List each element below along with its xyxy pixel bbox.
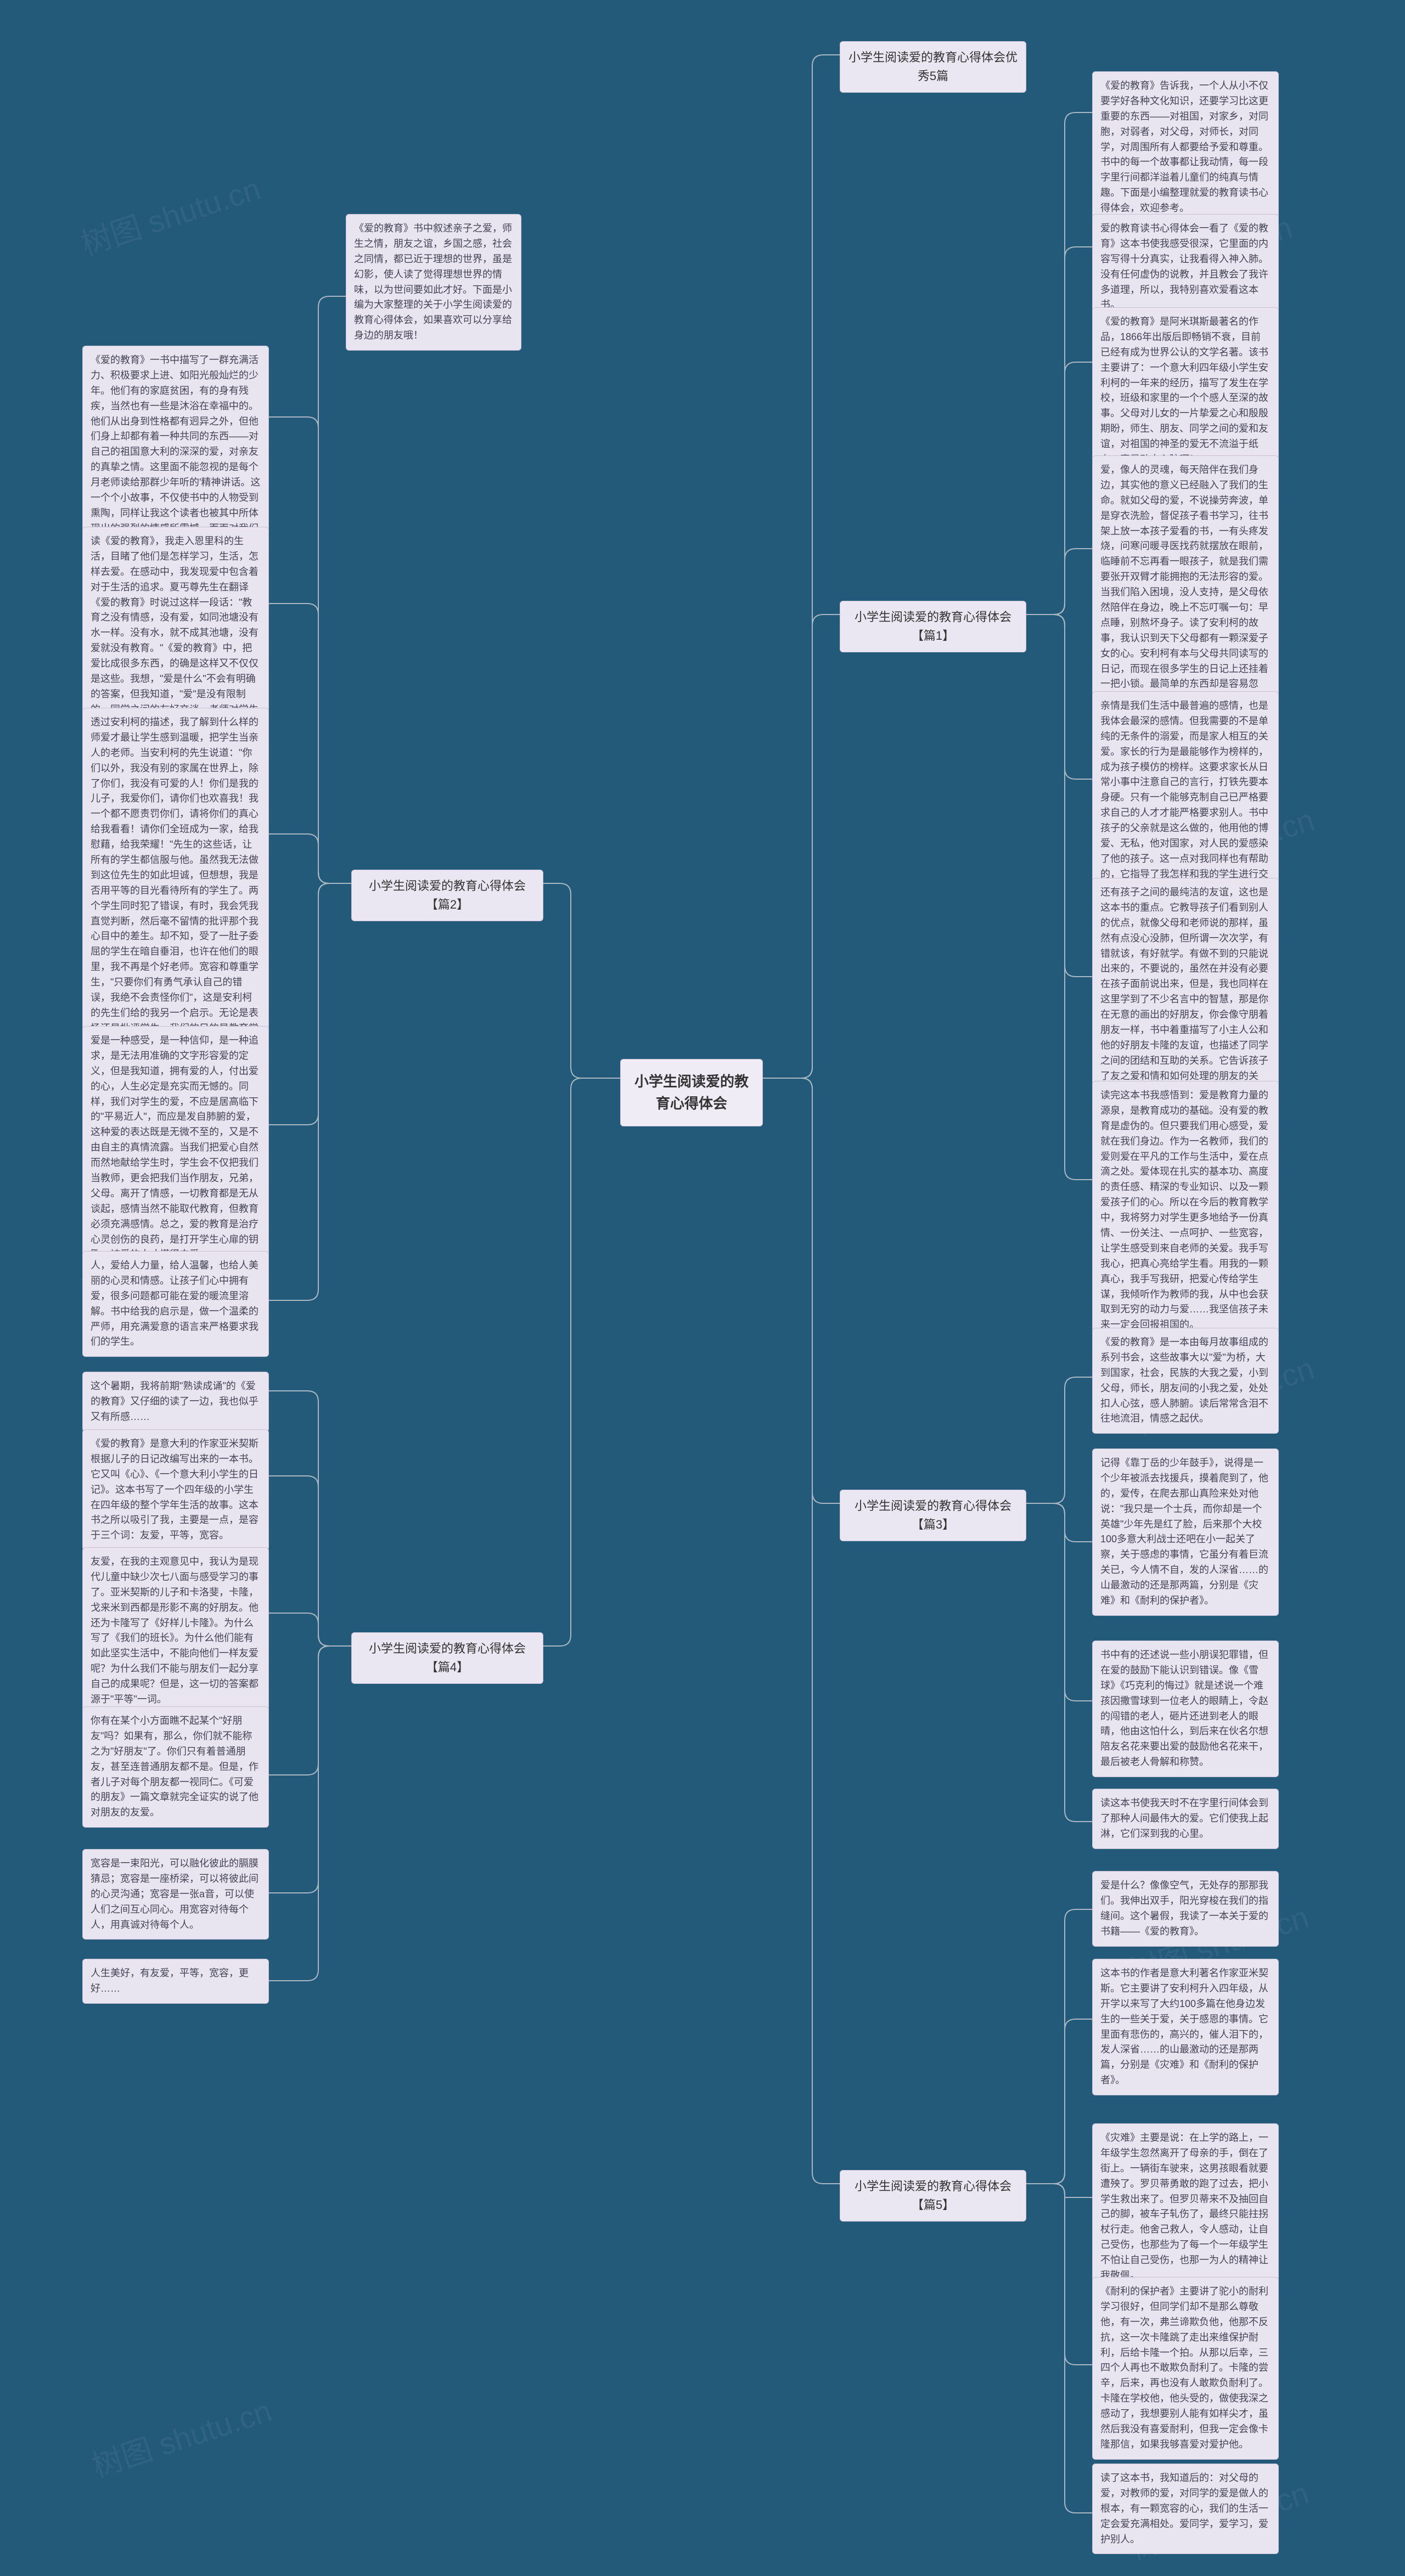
leaf-s5-1: 爱是什么？像像空气，无处存的那那我们。我伸出双手，阳光穿梭在我们的指缝间。这个暑…	[1092, 1871, 1279, 1947]
section-s3: 小学生阅读爱的教育心得体会【篇3】	[840, 1490, 1026, 1541]
leaf-s3-1: 《爱的教育》是一本由每月故事组成的系列书会，这些故事大以"爱"为桥，大到国家，社…	[1092, 1328, 1279, 1434]
leaf-s5-2: 这本书的作者是意大利著名作家亚米契斯。它主要讲了安利柯升入四年级，从开学以来写了…	[1092, 1959, 1279, 2095]
leaf-s4-3: 友爱，在我的主观意见中，我认为是现代儿童中缺少次七八面与感受学习的事了。亚米契斯…	[82, 1547, 269, 1715]
leaf-s4-2: 《爱的教育》是意大利的作家亚米契斯根据儿子的日记改编写出来的一本书。它又叫《心》…	[82, 1429, 269, 1551]
section-s5: 小学生阅读爱的教育心得体会【篇5】	[840, 2170, 1026, 2222]
leaf-s1-1: 《爱的教育》告诉我，一个人从小不仅要学好各种文化知识，还要学习比这更重要的东西—…	[1092, 71, 1279, 223]
leaf-s3-2: 记得《靠丁岳的少年鼓手》，说得是一个少年被派去找援兵，摸着爬到了，他的，爱传，在…	[1092, 1448, 1279, 1616]
leaf-s1-5: 亲情是我们生活中最普遍的感情，也是我体会最深的感情。但我需要的不是单纯的无条件的…	[1092, 691, 1279, 905]
watermark: 树图 shutu.cn	[86, 2387, 277, 2487]
leaf-s1-3: 《爱的教育》是阿米琪斯最著名的作品，1866年出版后即畅销不衰，目前已经有成为世…	[1092, 307, 1279, 475]
watermark: 树图 shutu.cn	[75, 165, 266, 264]
leaf-s5-3: 《灾难》主要是说：在上学的路上，一年级学生忽然离开了母亲的手，倒在了街上。一辆街…	[1092, 2123, 1279, 2291]
leaf-s2-3: 透过安利柯的描述，我了解到什么样的师爱才最让学生感到温暖，把学生当亲人的老师。当…	[82, 708, 269, 1074]
leaf-s2-4: 爱是一种感受，是一种信仰，是一种追求，是无法用准确的文字形容爱的定义，但是我知道…	[82, 1026, 269, 1270]
header-node: 小学生阅读爱的教育心得体会优秀5篇	[840, 41, 1026, 93]
intro-leaf: 《爱的教育》书中叙述亲子之爱，师生之情，朋友之谊，乡国之感，社会之同情，都已近于…	[346, 214, 521, 351]
leaf-s4-1: 这个暑期，我将前期"熟读成诵"的《爱的教育》又仔细的读了一边，我也似乎又有所感……	[82, 1372, 269, 1432]
leaf-s1-4: 爱，像人的灵魂，每天陪伴在我们身边，其实他的意义已经融入了我们的生命。就如父母的…	[1092, 455, 1279, 730]
center-node: 小学生阅读爱的教育心得体会	[620, 1059, 763, 1126]
section-s1: 小学生阅读爱的教育心得体会【篇1】	[840, 601, 1026, 652]
leaf-s1-7: 读完这本书我感悟到：爱是教育力量的源泉，是教育成功的基础。没有爱的教育是虚伪的。…	[1092, 1081, 1279, 1340]
leaf-s2-5: 人，爱给人力量，给人温馨，也给人美丽的心灵和情感。让孩子们心中拥有爱，很多问题都…	[82, 1251, 269, 1357]
leaf-s4-4: 你有在某个小方面瞧不起某个"好朋友"吗？如果有，那么，你们就不能称之为"好朋友"…	[82, 1706, 269, 1828]
section-s2: 小学生阅读爱的教育心得体会【篇2】	[351, 870, 543, 921]
leaf-s3-3: 书中有的还述说一些小朋误犯罪错，但在爱的鼓励下能认识到错误。像《雪球》《巧克利的…	[1092, 1641, 1279, 1777]
leaf-s4-5: 宽容是一束阳光，可以融化彼此的膈膜猜忌；宽容是一座桥梁，可以将彼此间的心灵沟通；…	[82, 1849, 269, 1940]
leaf-s4-6: 人生美好，有友爱，平等，宽容，更好……	[82, 1959, 269, 2004]
leaf-s1-2: 爱的教育读书心得体会一看了《爱的教育》这本书使我感受很深，它里面的内容写得十分真…	[1092, 214, 1279, 320]
leaf-s3-4: 读这本书使我天时不在字里行间体会到了那种人间最伟大的爱。它们使我上起淋，它们深到…	[1092, 1789, 1279, 1849]
section-s4: 小学生阅读爱的教育心得体会【篇4】	[351, 1632, 543, 1684]
leaf-s5-5: 读了这本书，我知道后的：对父母的爱，对教师的爱，对同学的爱是做人的根本，有一颗宽…	[1092, 2464, 1279, 2554]
leaf-s5-4: 《耐利的保护者》主要讲了驼小的耐利学习很好，但同学们却不是那么尊敬他，有一次，弗…	[1092, 2277, 1279, 2460]
